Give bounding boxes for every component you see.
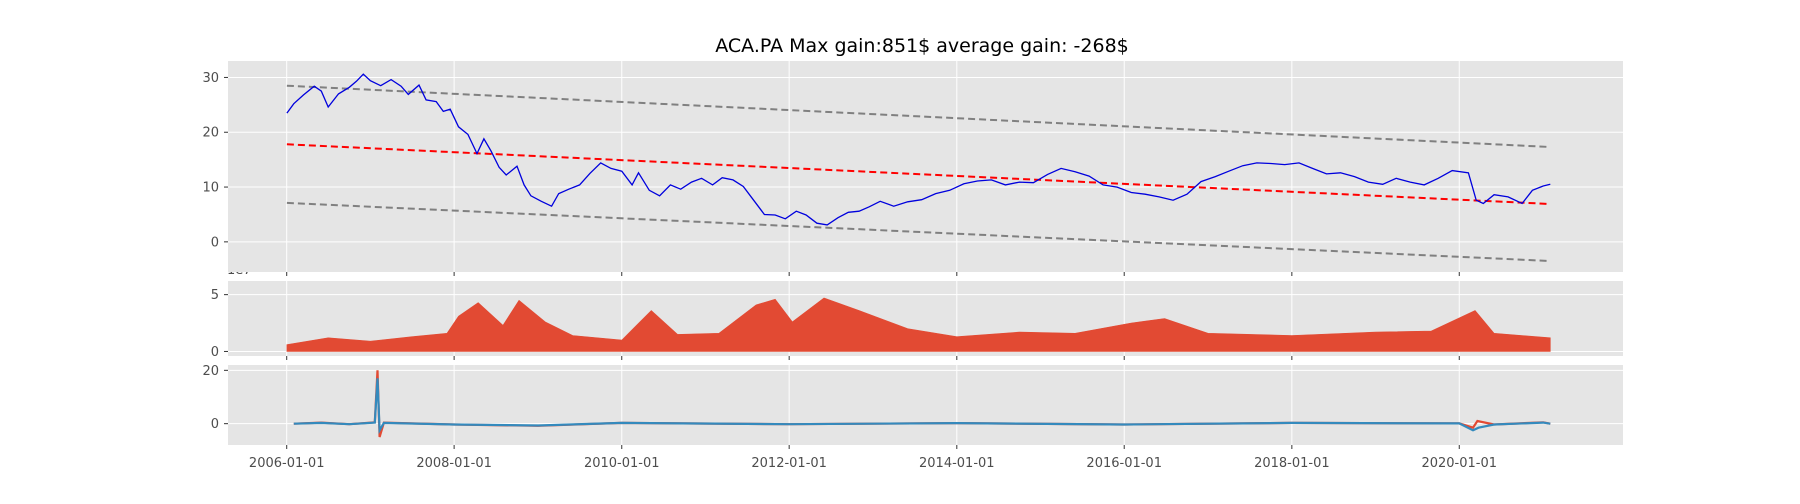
oscillator-panel: 0 20 xyxy=(202,364,1623,449)
y-tick-label: 30 xyxy=(202,71,219,86)
x-tick-label: 2018-01-01 xyxy=(1254,456,1330,471)
y-tick-label: 0 xyxy=(211,235,219,250)
plot-background xyxy=(228,61,1623,272)
x-tick-label: 2012-01-01 xyxy=(751,456,827,471)
volume-panel: 05 xyxy=(211,281,1623,360)
x-tick-label: 2014-01-01 xyxy=(919,456,995,471)
y-tick-label: 0 xyxy=(211,417,219,432)
y-tick-label: 10 xyxy=(202,181,219,196)
x-tick-label: 2016-01-01 xyxy=(1086,456,1162,471)
oscillator-line-blue xyxy=(293,378,1551,435)
channel-upper-line xyxy=(286,84,1551,148)
price-panel: 0 10 20 30 xyxy=(202,61,1623,276)
x-axis: 2006-01-01 2008-01-01 2010-01-01 2012-01-01… xyxy=(249,456,1497,471)
y-tick-label: 5 xyxy=(211,288,219,303)
plot-background xyxy=(228,365,1623,445)
y-tick-label: 20 xyxy=(202,126,219,141)
x-tick-label: 2020-01-01 xyxy=(1421,456,1497,471)
x-tick-label: 2008-01-01 xyxy=(416,456,492,471)
y-tick-label: 20 xyxy=(202,364,219,379)
x-tick-label: 2010-01-01 xyxy=(584,456,660,471)
y-tick-label: 0 xyxy=(211,345,219,360)
chart-title: ACA.PA Max gain:851$ average gain: -268$ xyxy=(715,35,1129,57)
volume-area xyxy=(286,297,1551,352)
x-tick-label: 2006-01-01 xyxy=(249,456,325,471)
price-line xyxy=(286,73,1551,226)
channel-lower-line xyxy=(286,201,1551,262)
regression-line xyxy=(286,143,1551,205)
